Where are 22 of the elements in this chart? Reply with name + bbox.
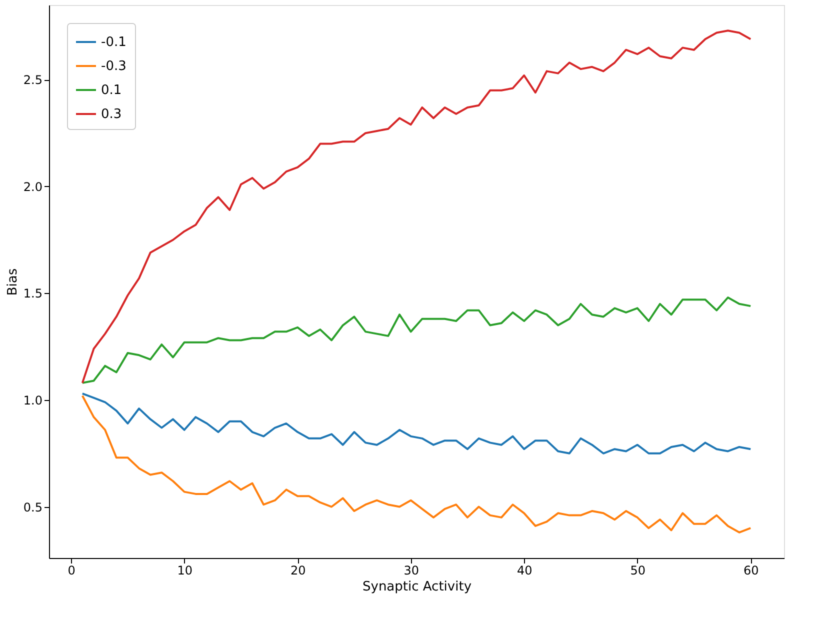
x-tick-label: 20: [290, 564, 306, 578]
y-axis-title: Bias: [5, 268, 20, 296]
y-tick-label: 1.0: [23, 394, 42, 408]
x-tick-label: 60: [743, 564, 759, 578]
legend-label: 0.3: [101, 107, 122, 122]
y-tick-label: 2.5: [23, 73, 42, 88]
x-tick-label: 10: [177, 564, 192, 578]
x-axis-title: Synaptic Activity: [362, 580, 472, 594]
x-tick-label: 50: [630, 564, 646, 578]
x-tick-label: 30: [404, 564, 419, 578]
y-tick-label: 1.5: [23, 286, 42, 301]
legend-label: 0.1: [101, 83, 122, 98]
line-series: [81, 394, 752, 534]
x-tick-label: 40: [516, 564, 532, 578]
line-series: [81, 392, 752, 454]
legend-label: -0.3: [101, 59, 126, 74]
line-series: [81, 296, 752, 384]
x-tick-label: 0: [68, 564, 76, 578]
y-tick-label: 2.0: [23, 180, 42, 194]
y-tick-label: 0.5: [23, 500, 42, 514]
line-series: [81, 30, 752, 384]
legend-label: -0.1: [101, 35, 126, 50]
